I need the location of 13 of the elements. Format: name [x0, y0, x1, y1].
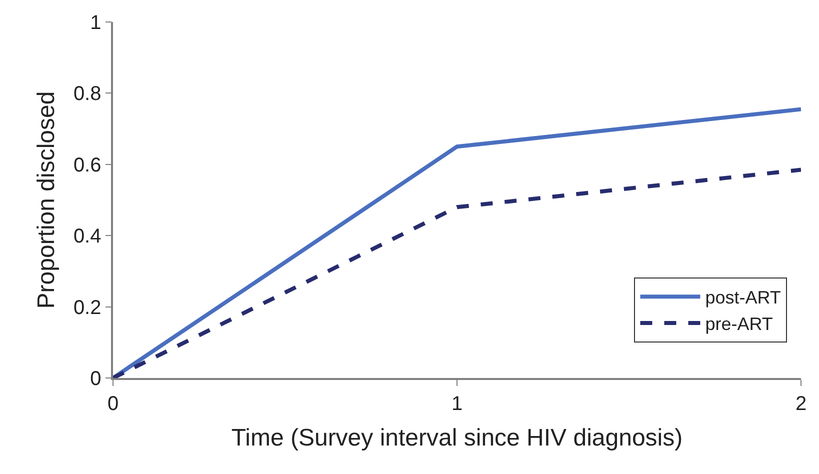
y-axis-title: Proportion disclosed	[33, 91, 60, 309]
y-tick-label: 0.6	[73, 154, 102, 176]
y-tick-label: 0.2	[73, 296, 102, 319]
x-tick-label: 1	[451, 392, 463, 415]
legend-label: post-ART	[705, 288, 781, 308]
legend-label: pre-ART	[705, 314, 773, 334]
y-tick-label: 1	[90, 12, 102, 34]
y-tick-label: 0.4	[73, 226, 102, 248]
x-axis-title: Time (Survey interval since HIV diagnosis)	[231, 424, 683, 452]
y-tick-label: 0	[90, 368, 102, 390]
x-tick-label: 2	[795, 392, 807, 415]
x-tick-label: 0	[107, 392, 119, 415]
y-tick-label: 0.8	[73, 83, 102, 106]
